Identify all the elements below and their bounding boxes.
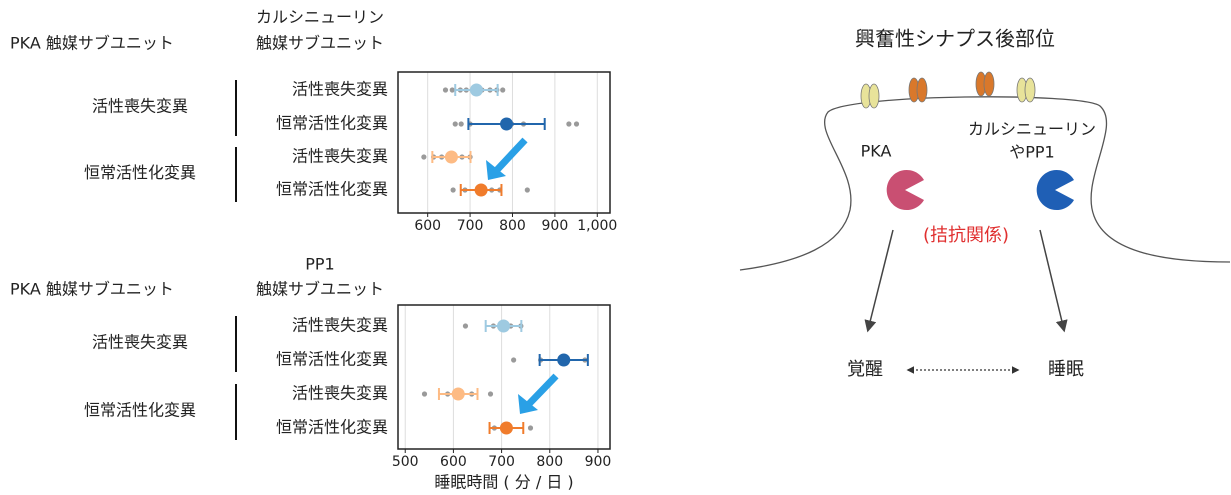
mean-dot: [451, 387, 465, 401]
x-tick-label: 900: [585, 454, 612, 470]
group-label: 恒常活性化変異: [84, 163, 196, 182]
data-point: [524, 187, 530, 193]
mean-dot: [500, 117, 514, 131]
x-tick-label: 500: [392, 454, 419, 470]
x-tick-label: 1,000: [577, 218, 617, 234]
pka-label: PKA: [861, 142, 892, 161]
category-label: 恒常活性化変異: [276, 180, 388, 199]
data-point: [511, 357, 517, 363]
x-tick-label: 700: [488, 454, 515, 470]
calcineurin-label: カルシニューリン: [968, 120, 1096, 139]
category-label: 恒常活性化変異: [276, 418, 388, 437]
mean-dot: [444, 150, 458, 164]
mean-dot: [469, 83, 483, 97]
data-point: [527, 425, 534, 431]
group-header: PKA 触媒サブユニット: [10, 34, 174, 53]
calcineurin-enzyme: [1036, 170, 1074, 210]
plot-frame: [397, 71, 611, 214]
x-tick-label: 600: [414, 218, 441, 234]
data-point: [442, 87, 449, 93]
x-tick-label: 800: [536, 454, 563, 470]
shift-arrow: [493, 137, 528, 174]
x-tick-label: 700: [457, 218, 484, 234]
data-point: [566, 121, 572, 127]
arrow: [864, 229, 894, 333]
category-label: 恒常活性化変異: [276, 114, 388, 133]
x-axis-label: 睡眠時間 ( 分 / 日 ): [434, 473, 573, 492]
category-label: 活性喪失変異: [292, 384, 388, 403]
category-header: 触媒サブユニット: [256, 280, 384, 299]
data-point: [452, 121, 458, 127]
data-point: [500, 87, 506, 93]
receptors: [860, 71, 1036, 109]
data-point: [449, 87, 455, 93]
data-point: [421, 154, 427, 160]
diagram-title: 興奮性シナプス後部位: [855, 27, 1055, 51]
arrow: [1039, 229, 1068, 333]
plot-frame: [397, 304, 611, 450]
mean-dot: [474, 183, 488, 197]
category-label: 恒常活性化変異: [276, 350, 388, 369]
data-point: [450, 187, 456, 193]
category-label: 活性喪失変異: [292, 316, 388, 335]
mean-dot: [557, 353, 571, 367]
group-header: PKA 触媒サブユニット: [10, 280, 174, 299]
x-tick-label: 900: [542, 218, 569, 234]
mean-dot: [499, 421, 513, 435]
wake-label: 覚醒: [847, 359, 883, 380]
pka-enzyme: [886, 170, 924, 210]
group-label: 活性喪失変異: [92, 97, 188, 116]
data-point: [573, 121, 580, 127]
category-header: 触媒サブユニット: [256, 34, 384, 53]
category-header: カルシニューリン: [256, 8, 384, 27]
group-label: 恒常活性化変異: [84, 401, 196, 420]
data-point: [462, 323, 469, 329]
shift-arrowhead: [518, 394, 538, 414]
category-label: 活性喪失変異: [292, 80, 388, 99]
sleep-label: 睡眠: [1048, 359, 1084, 380]
membrane: [739, 96, 1231, 271]
data-point: [458, 121, 464, 127]
calcineurin-label: やPP1: [1009, 143, 1054, 162]
category-label: 活性喪失変異: [292, 147, 388, 166]
data-point: [421, 391, 428, 397]
relation-label: (拮抗関係): [923, 225, 1009, 246]
shift-arrowhead: [486, 160, 506, 180]
data-point: [487, 391, 494, 397]
x-tick-label: 800: [499, 218, 526, 234]
shift-arrow: [525, 373, 559, 408]
category-header: PP1: [305, 255, 334, 274]
group-label: 活性喪失変異: [92, 333, 188, 352]
diagram: 興奮性シナプス後部位 PKA カルシニューリン やPP1 (拮抗関係) 覚醒 睡…: [739, 27, 1231, 380]
mean-dot: [497, 319, 511, 333]
x-tick-label: 600: [440, 454, 467, 470]
